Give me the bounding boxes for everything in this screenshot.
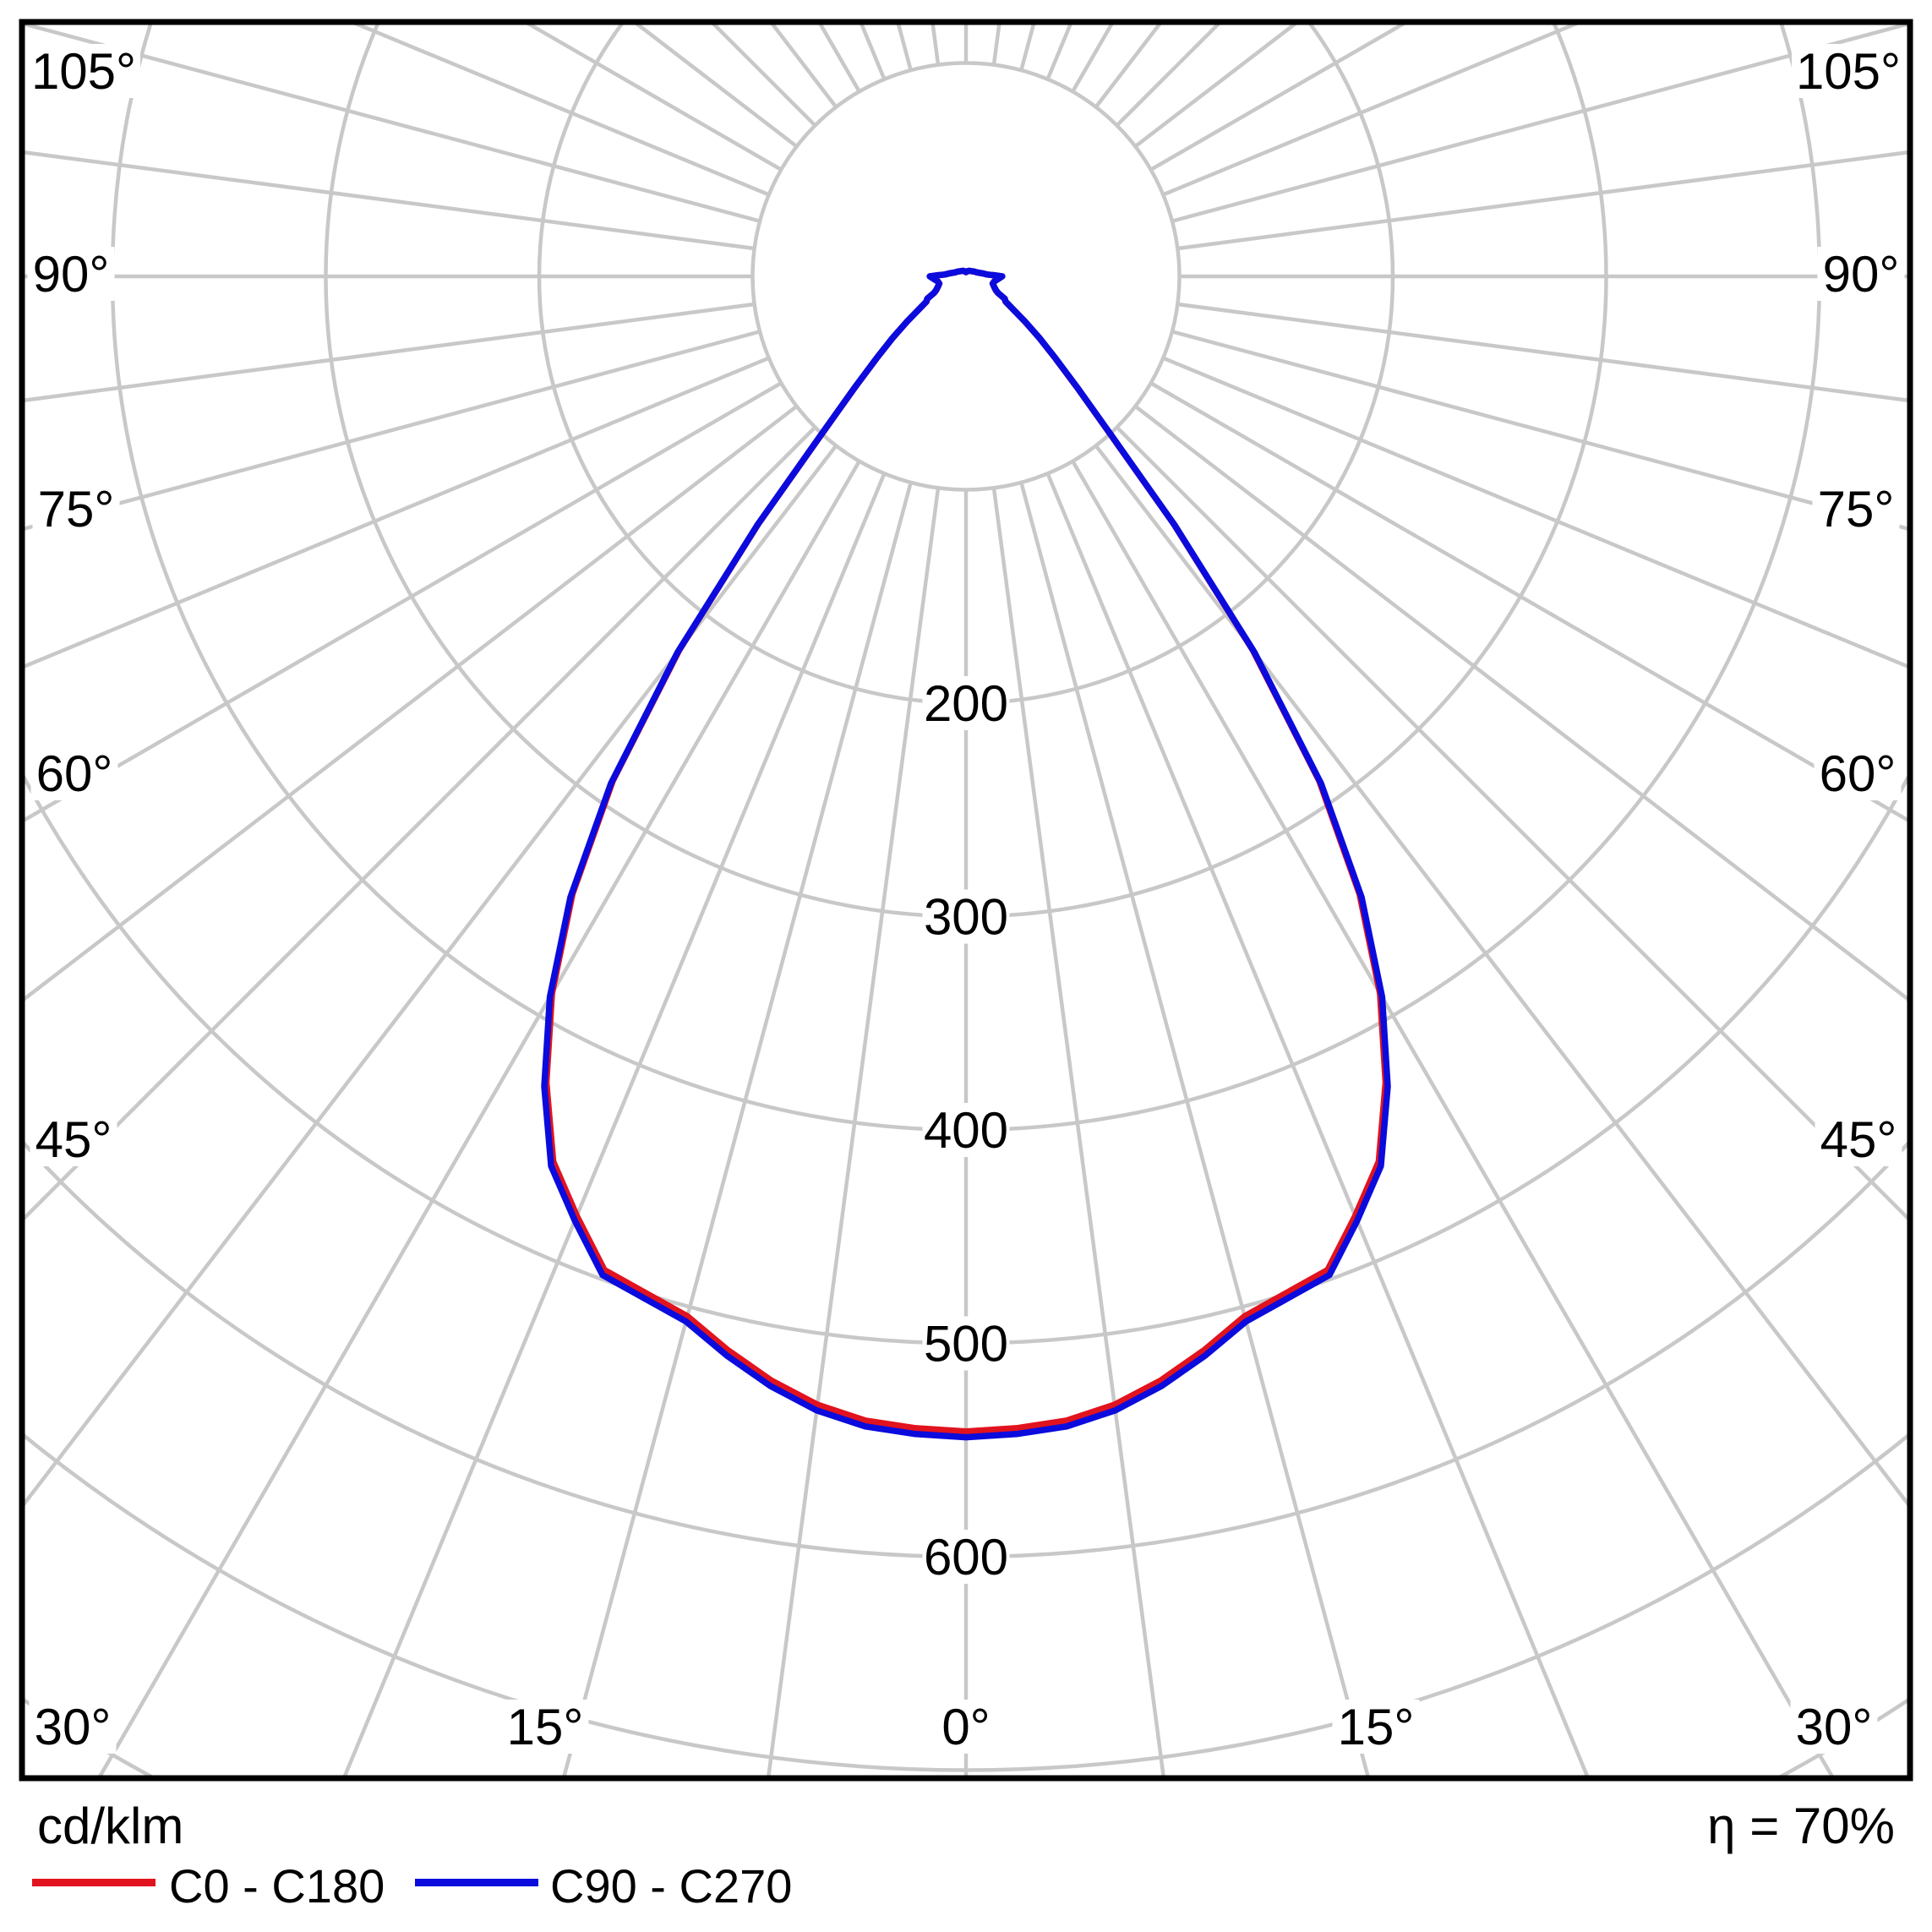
grid-spoke <box>561 482 913 1778</box>
angle-label-right-45-patch <box>1815 1112 1902 1166</box>
radial-label-600: 600 <box>924 1529 1008 1585</box>
grid-spoke <box>1162 356 1910 670</box>
angle-label-right-105: 105° <box>1796 43 1901 100</box>
radial-label-200-patch <box>922 676 1010 730</box>
plot-border <box>19 19 1913 1782</box>
angle-label-right-90-patch <box>1817 247 1905 301</box>
grid-spoke <box>22 330 761 532</box>
angle-label-bottom-0-30-patch <box>29 1700 117 1754</box>
angle-label-right-60-patch <box>1814 746 1902 800</box>
angle-label-left-60-patch <box>30 746 118 800</box>
grid-spoke <box>766 488 941 1778</box>
curve-c90-c270 <box>541 267 1391 1441</box>
angle-label-bottom-3-15: 15° <box>1338 1699 1415 1755</box>
angle-label-right-45: 45° <box>1820 1111 1897 1168</box>
legend-label-c0-c180: C0 - C180 <box>169 1859 385 1913</box>
legend-label-c90-c270: C90 - C270 <box>550 1859 793 1913</box>
grid-spoke <box>1019 482 1371 1778</box>
grid-spoke <box>22 302 755 403</box>
grid-spoke <box>991 488 1166 1778</box>
angle-label-right-75-patch <box>1812 482 1900 536</box>
grid-spoke <box>1171 22 1910 223</box>
angle-label-bottom-1-15: 15° <box>507 1699 584 1755</box>
grid-spoke <box>1162 22 1585 197</box>
grid-spoke <box>22 404 799 1003</box>
angle-label-right-90: 90° <box>1823 246 1900 303</box>
angle-label-right-105-patch <box>1792 44 1905 98</box>
radial-label-500: 500 <box>924 1316 1008 1373</box>
grid-spoke <box>341 472 887 1778</box>
angle-label-right-60: 60° <box>1820 745 1897 802</box>
grid-spoke <box>22 444 838 1510</box>
efficiency-label: η = 70% <box>1707 1798 1895 1854</box>
grid-spoke <box>1071 460 1836 1778</box>
unit-label: cd/klm <box>37 1798 184 1854</box>
grid-spoke <box>1094 444 1910 1510</box>
grid-spoke <box>1149 381 1910 824</box>
angle-label-left-75-patch <box>32 482 120 536</box>
radial-label-500-patch <box>922 1316 1010 1371</box>
grid-spoke <box>1171 330 1910 532</box>
angle-label-left-90-patch <box>27 247 115 301</box>
angle-label-left-75: 75° <box>38 481 115 538</box>
angle-label-left-105: 105° <box>31 43 136 100</box>
legend-swatch-c0-c180 <box>32 1879 156 1886</box>
radial-label-300-patch <box>922 889 1010 944</box>
angle-labels: 105° 105° 90° 90° 75° 75° 60° 60° 45° 45° 30° 15° 0°… <box>27 43 1905 1755</box>
radial-label-200: 200 <box>924 675 1008 732</box>
grid-spoke <box>22 22 761 223</box>
radial-label-600-patch <box>922 1530 1010 1584</box>
angle-label-bottom-4-30-patch <box>1790 1700 1878 1754</box>
radial-label-400: 400 <box>924 1102 1008 1159</box>
angle-label-bottom-1-15-patch <box>501 1700 589 1754</box>
angle-label-bottom-2-0-patch <box>936 1700 996 1754</box>
grid-spoke <box>1133 404 1910 1003</box>
angle-label-left-60: 60° <box>36 745 113 802</box>
grid-spoke <box>22 356 770 670</box>
radial-label-400-patch <box>922 1103 1010 1157</box>
angle-label-bottom-0-30: 30° <box>35 1699 112 1755</box>
angle-label-bottom-4-30: 30° <box>1796 1699 1873 1755</box>
grid-spoke <box>1177 150 1910 251</box>
grid-spoke <box>1115 425 1910 1224</box>
angle-label-left-45-patch <box>30 1112 117 1166</box>
angle-label-left-45: 45° <box>35 1111 112 1168</box>
grid-spoke <box>22 425 817 1224</box>
grid-spoke <box>96 460 861 1778</box>
angle-label-left-105-patch <box>27 44 140 98</box>
angle-label-left-90: 90° <box>33 246 110 303</box>
grid-spoke <box>22 381 783 824</box>
angle-label-right-75: 75° <box>1818 481 1895 538</box>
angle-label-bottom-2-0: 0° <box>941 1699 990 1755</box>
grid-spoke <box>347 22 770 197</box>
angle-label-bottom-3-15-patch <box>1332 1700 1420 1754</box>
grid-spoke <box>22 150 755 251</box>
grid-spoke <box>1045 472 1591 1778</box>
radial-labels: 200 300 400 500 600 <box>922 675 1010 1585</box>
radial-label-300: 300 <box>924 889 1008 946</box>
grid-spoke <box>1177 302 1910 403</box>
legend-swatch-c90-c270 <box>415 1879 538 1886</box>
